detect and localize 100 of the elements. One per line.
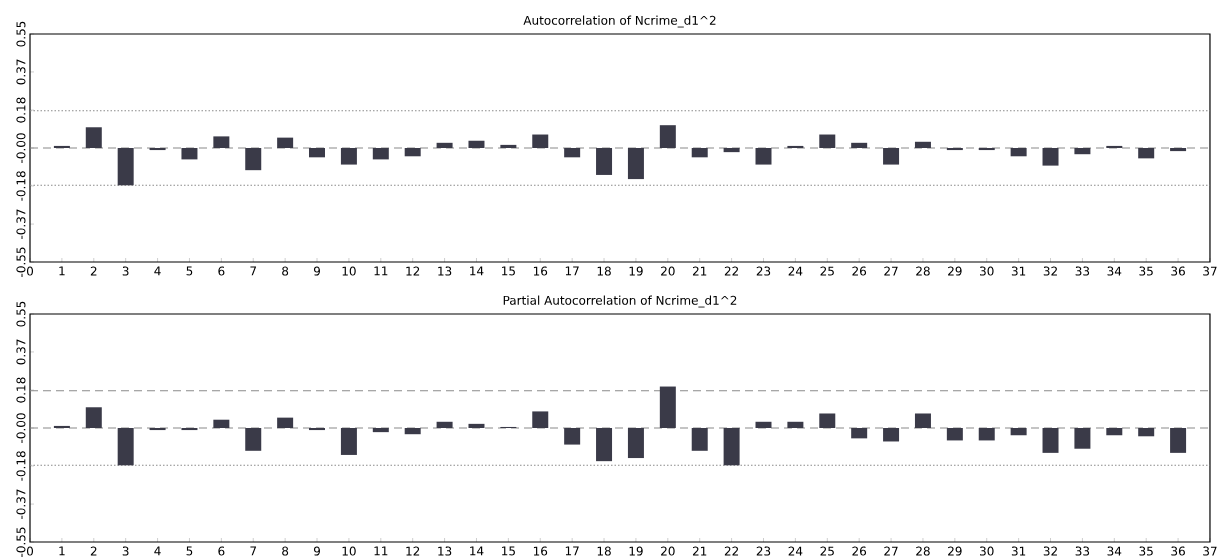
bar: [213, 136, 230, 148]
x-tick-label: 22: [724, 266, 739, 276]
x-tick-label: 24: [788, 546, 803, 556]
x-tick-label: 14: [470, 266, 484, 276]
x-tick-label: 21: [692, 266, 707, 276]
x-tick-label: 26: [852, 546, 867, 556]
x-tick-label: 23: [756, 266, 771, 276]
bar: [309, 428, 326, 431]
x-tick-label: 5: [186, 546, 193, 556]
chart-title: Autocorrelation of Ncrime_d1^2: [523, 15, 716, 28]
x-tick-label: 26: [852, 266, 867, 276]
x-tick-label: 15: [502, 266, 515, 276]
bar: [819, 134, 836, 148]
x-tick-label: 8: [282, 546, 289, 556]
bar: [1106, 428, 1123, 436]
bar: [117, 428, 134, 466]
x-tick-label: 33: [1075, 546, 1090, 556]
chart-title: Partial Autocorrelation of Ncrime_d1^2: [503, 295, 737, 308]
x-tick-label: 6: [218, 546, 225, 556]
bar: [596, 428, 613, 462]
x-tick-label: 4: [154, 546, 161, 556]
bar: [564, 147, 581, 158]
bar: [181, 147, 198, 160]
x-tick-label: 15: [502, 546, 515, 556]
y-tick-label: -0.18: [16, 171, 26, 201]
bar: [723, 428, 740, 466]
bar: [245, 428, 262, 451]
x-tick-label: 4: [154, 266, 161, 276]
x-tick-label: 35: [1139, 546, 1153, 556]
bar: [564, 428, 581, 445]
y-tick-label: -0.37: [16, 209, 26, 240]
y-tick-label: 0.37: [16, 339, 26, 365]
bar: [627, 147, 644, 180]
x-tick-label: 36: [1171, 266, 1185, 276]
x-tick-label: 29: [948, 266, 962, 276]
bar: [1074, 428, 1091, 449]
x-tick-label: 5: [186, 266, 193, 276]
bar: [819, 413, 836, 428]
bar: [245, 147, 262, 171]
x-tick-label: 12: [406, 546, 420, 556]
x-tick-label: 11: [374, 266, 388, 276]
bar: [532, 134, 549, 148]
x-tick-label: 34: [1107, 546, 1122, 556]
bar: [436, 142, 453, 148]
bar: [978, 428, 995, 441]
y-tick-label: 0.37: [16, 59, 26, 85]
x-tick-label: 20: [661, 546, 675, 556]
x-tick-label: 0: [26, 266, 34, 276]
y-tick-label: 0.18: [16, 377, 26, 403]
bar: [883, 147, 900, 165]
bar: [340, 428, 357, 455]
bar: [1042, 147, 1059, 166]
x-tick-label: 6: [218, 266, 225, 276]
bar: [1138, 147, 1155, 159]
bar: [404, 428, 421, 435]
bar: [1170, 428, 1187, 453]
y-tick-label: 0.55: [16, 301, 26, 327]
x-tick-label: 35: [1139, 266, 1153, 276]
bar: [691, 428, 708, 451]
x-tick-label: 19: [629, 546, 643, 556]
x-tick-label: 31: [1011, 546, 1026, 556]
bar: [181, 428, 198, 431]
x-tick-label: 28: [916, 546, 930, 556]
bar: [309, 147, 326, 158]
bar: [851, 428, 868, 439]
x-tick-label: 30: [980, 266, 994, 276]
x-tick-label: 23: [756, 546, 771, 556]
x-tick-label: 25: [820, 546, 834, 556]
x-tick-label: 7: [250, 546, 257, 556]
x-tick-label: 9: [313, 266, 320, 276]
bar: [1074, 147, 1091, 155]
bar: [596, 147, 613, 175]
bar: [372, 428, 389, 433]
x-tick-label: 25: [820, 266, 834, 276]
bar: [85, 127, 102, 148]
x-tick-label: 1: [59, 266, 65, 276]
bar: [914, 413, 931, 428]
bar: [978, 147, 995, 151]
x-tick-label: 37: [1203, 266, 1217, 276]
x-tick-label: 1: [59, 546, 65, 556]
bar: [468, 140, 485, 148]
x-tick-label: 17: [565, 266, 579, 276]
x-tick-label: 34: [1107, 266, 1122, 276]
bar: [1106, 145, 1123, 148]
bar: [946, 147, 963, 151]
bar: [149, 147, 166, 151]
bar: [1010, 428, 1027, 436]
bar: [1170, 147, 1187, 152]
x-tick-label: 16: [533, 546, 548, 556]
y-tick-label: 0.55: [16, 21, 26, 47]
x-tick-label: 17: [565, 546, 579, 556]
x-tick-label: 31: [1011, 266, 1026, 276]
x-tick-label: 33: [1075, 266, 1090, 276]
x-tick-label: 32: [1043, 266, 1057, 276]
x-tick-label: 29: [948, 546, 962, 556]
bar: [53, 425, 70, 428]
y-tick-label: -0.18: [16, 451, 26, 481]
x-tick-label: 32: [1043, 546, 1057, 556]
bar: [213, 419, 230, 428]
x-tick-label: 7: [250, 266, 257, 276]
